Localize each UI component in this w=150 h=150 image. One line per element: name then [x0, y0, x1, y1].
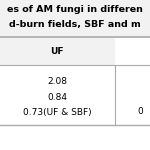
Text: 0.73(UF & SBF): 0.73(UF & SBF) [23, 108, 91, 117]
Text: 0.84: 0.84 [47, 93, 67, 102]
Bar [0, 37, 115, 65]
Text: d-burn fields, SBF and m: d-burn fields, SBF and m [9, 21, 141, 30]
Text: 0: 0 [137, 108, 143, 117]
Text: UF: UF [50, 46, 64, 56]
Bar [0, 0, 150, 38]
Text: es of AM fungi in differen: es of AM fungi in differen [7, 6, 143, 15]
Text: 2.08: 2.08 [47, 78, 67, 87]
